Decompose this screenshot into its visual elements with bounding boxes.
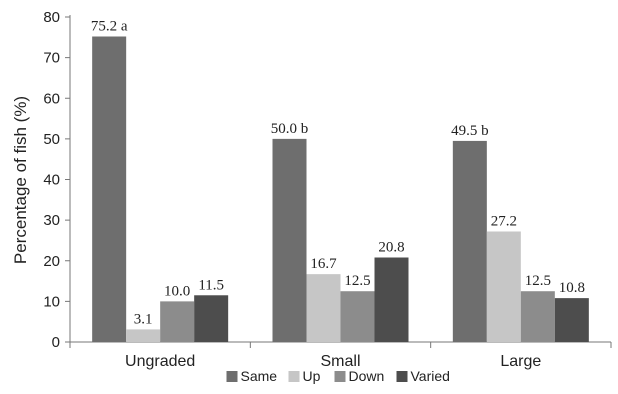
legend-label-down: Down [349, 368, 385, 384]
legend-label-same: Same [241, 368, 278, 384]
y-tick-label: 0 [52, 334, 60, 351]
bar-small-same [272, 138, 307, 342]
bar-large-up [486, 231, 521, 342]
bar-small-up [306, 274, 341, 342]
bar-ungraded-same [92, 36, 127, 342]
legend-label-up: Up [303, 368, 321, 384]
y-tick-label: 60 [43, 90, 60, 107]
data-label-ungraded-down: 10.0 [164, 283, 190, 299]
bar-ungraded-down [160, 301, 195, 342]
data-label-ungraded-up: 3.1 [134, 311, 153, 327]
data-label-ungraded-varied: 11.5 [198, 277, 224, 293]
data-label-small-up: 16.7 [310, 256, 337, 272]
x-tick-label-large: Large [500, 353, 541, 370]
legend-swatch-down [334, 371, 346, 382]
bar-large-varied [554, 298, 589, 342]
legend-swatch-varied [396, 371, 408, 382]
data-label-large-up: 27.2 [491, 214, 517, 230]
x-tick-label-small: Small [320, 353, 360, 370]
legend-swatch-up [288, 371, 300, 382]
x-tick-label-ungraded: Ungraded [125, 353, 195, 370]
data-label-large-down: 12.5 [525, 273, 551, 289]
data-label-large-same: 49.5 b [451, 123, 489, 139]
y-tick-label: 10 [43, 293, 60, 310]
data-label-ungraded-same: 75.2 a [91, 19, 128, 35]
y-tick-label: 20 [43, 253, 60, 270]
plot-area: 0 10 20 30 40 50 60 70 80 75.2 a 3.1 10.0 11.5 Ungrad… [43, 9, 612, 370]
bar-small-down [340, 291, 375, 342]
bar-large-down [520, 291, 555, 342]
legend: Same Up Down Varied [226, 368, 450, 384]
data-label-small-same: 50.0 b [271, 121, 309, 137]
data-label-small-varied: 20.8 [378, 240, 404, 256]
bar-small-varied [374, 257, 409, 342]
y-tick-label: 50 [43, 131, 60, 148]
data-label-large-varied: 10.8 [559, 280, 585, 296]
y-axis-label: Percentage of fish (%) [11, 96, 30, 264]
y-tick-label: 80 [43, 9, 60, 26]
bar-large-same [452, 140, 487, 342]
legend-swatch-same [226, 371, 238, 382]
legend-label-varied: Varied [411, 368, 450, 384]
y-tick-label: 70 [43, 50, 60, 67]
y-tick-label: 40 [43, 172, 60, 189]
y-tick-label: 30 [43, 212, 60, 229]
data-label-small-down: 12.5 [344, 273, 370, 289]
bar-ungraded-varied [194, 295, 229, 342]
bar-ungraded-up [126, 329, 161, 342]
